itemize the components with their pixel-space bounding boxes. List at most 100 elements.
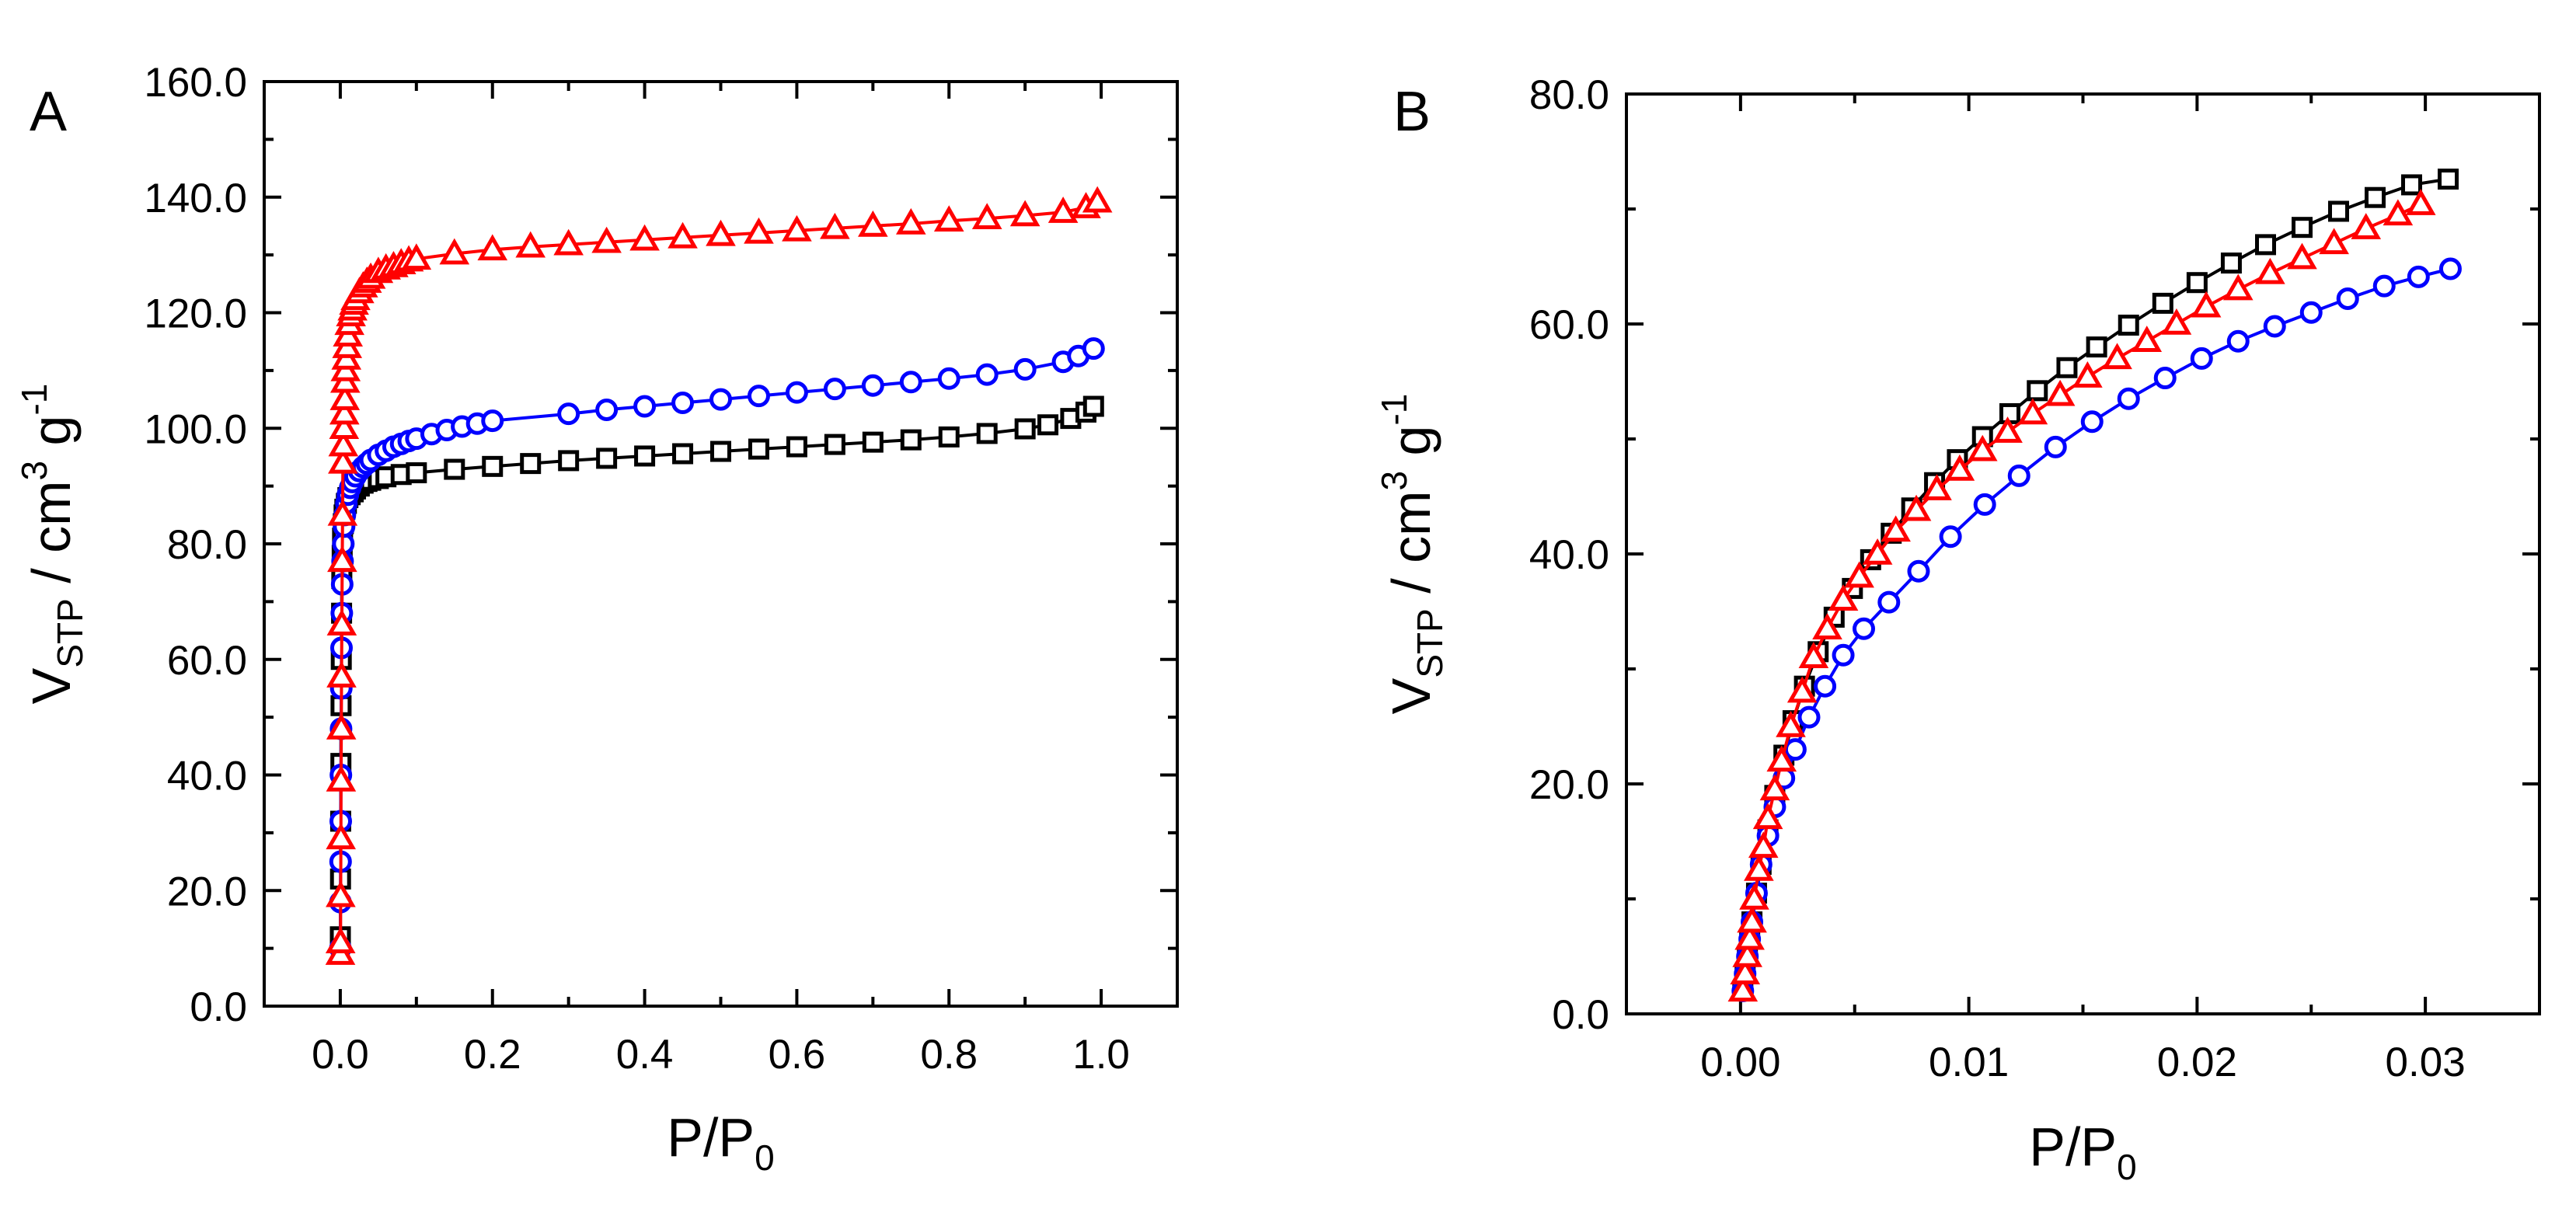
data-point — [596, 448, 618, 469]
data-point — [2072, 361, 2103, 388]
data-point — [710, 441, 731, 462]
panel-b-x-axis-title: P/P0 — [2029, 1116, 2136, 1187]
data-point — [899, 371, 922, 394]
data-point — [2299, 301, 2323, 324]
data-point — [558, 450, 580, 472]
data-point — [2102, 343, 2132, 370]
data-point — [2287, 242, 2317, 270]
data-point — [2117, 387, 2140, 410]
data-point — [937, 367, 960, 390]
data-point — [1082, 395, 1104, 417]
data-point — [1798, 642, 1829, 668]
data-point — [823, 378, 846, 401]
data-point — [326, 764, 357, 792]
data-point — [2191, 291, 2222, 318]
data-point — [2365, 186, 2386, 208]
data-point — [2152, 292, 2173, 314]
data-point — [2086, 336, 2107, 358]
data-point — [1737, 906, 1767, 933]
data-point — [1047, 197, 1079, 223]
panel-b-x-ticks: 0.00 0.01 0.02 0.03 — [1700, 94, 2541, 1085]
panel-b-series — [1727, 169, 2462, 1002]
data-point — [785, 381, 808, 404]
x-tick-label: 0.4 — [616, 1032, 674, 1078]
data-point — [406, 462, 427, 484]
y-tick-label: 140.0 — [144, 176, 247, 221]
data-point — [634, 445, 656, 467]
data-point — [786, 436, 807, 458]
data-point — [1014, 418, 1036, 440]
data-point — [326, 661, 357, 688]
data-point — [591, 226, 622, 253]
data-point — [1748, 831, 1779, 858]
data-point — [1999, 402, 2020, 424]
data-point — [1009, 200, 1041, 227]
data-point — [1786, 676, 1818, 703]
data-point — [1922, 474, 1952, 500]
data-point — [938, 426, 960, 448]
data-point — [2220, 252, 2242, 274]
data-point — [668, 221, 698, 249]
data-point — [1881, 515, 1911, 542]
data-point — [2263, 315, 2286, 338]
panel-b-label: B — [1393, 81, 1431, 143]
data-point — [2222, 273, 2254, 301]
data-point — [1973, 493, 1996, 516]
y-tick-label: 80.0 — [167, 522, 247, 568]
y-tick-label: 80.0 — [1529, 72, 1609, 118]
data-point — [747, 385, 770, 408]
data-point — [328, 447, 358, 474]
data-point — [824, 434, 845, 455]
data-point — [1759, 774, 1790, 801]
y-tick-label: 120.0 — [144, 291, 247, 337]
data-point — [2255, 234, 2276, 256]
x-tick-label: 0.03 — [2386, 1040, 2466, 1085]
data-point — [1732, 940, 1762, 967]
data-point — [820, 212, 850, 239]
panel-a-x-ticks: 0.0 0.2 0.4 0.6 0.8 1.0 — [312, 82, 1179, 1078]
data-point — [1783, 738, 1807, 761]
data-point — [1877, 590, 1901, 614]
data-point — [1944, 454, 1975, 481]
data-point — [1844, 561, 1874, 588]
x-tick-label: 0.00 — [1700, 1040, 1780, 1085]
data-point — [2328, 200, 2349, 222]
data-point — [2292, 217, 2313, 239]
data-point — [672, 443, 694, 465]
series-line-red-triangles — [339, 200, 1099, 955]
x-tick-label: 0.2 — [464, 1032, 521, 1078]
data-point — [671, 392, 695, 415]
data-point — [2336, 287, 2359, 310]
data-point — [2351, 213, 2382, 239]
data-point — [2161, 308, 2192, 335]
data-point — [1812, 613, 1842, 639]
data-point — [1901, 494, 1932, 521]
panel-b-frame — [1625, 92, 2541, 1015]
data-point — [1013, 357, 1037, 381]
x-tick-label: 0.02 — [2157, 1040, 2237, 1085]
data-point — [1907, 559, 1930, 583]
data-point — [477, 234, 508, 261]
data-point — [2132, 326, 2163, 352]
data-point — [933, 205, 964, 232]
data-point — [976, 423, 998, 444]
data-point — [1814, 674, 1837, 698]
panel-a-series — [325, 186, 1113, 965]
data-point — [2007, 464, 2030, 487]
data-point — [1862, 538, 1893, 565]
data-point — [2190, 347, 2213, 370]
data-point — [975, 363, 999, 386]
data-point — [329, 413, 360, 439]
data-point — [325, 927, 356, 953]
panel-b-y-axis-title: VSTP / cm3 g-1 — [1374, 394, 1450, 715]
data-point — [858, 210, 888, 237]
data-point — [748, 438, 769, 460]
data-point — [1776, 710, 1806, 737]
data-point — [2056, 357, 2078, 378]
data-point — [1797, 705, 1821, 729]
series-line-blue-circles — [1741, 267, 2451, 991]
data-point — [553, 228, 584, 256]
data-point — [1739, 883, 1769, 910]
data-point — [1832, 643, 1855, 667]
